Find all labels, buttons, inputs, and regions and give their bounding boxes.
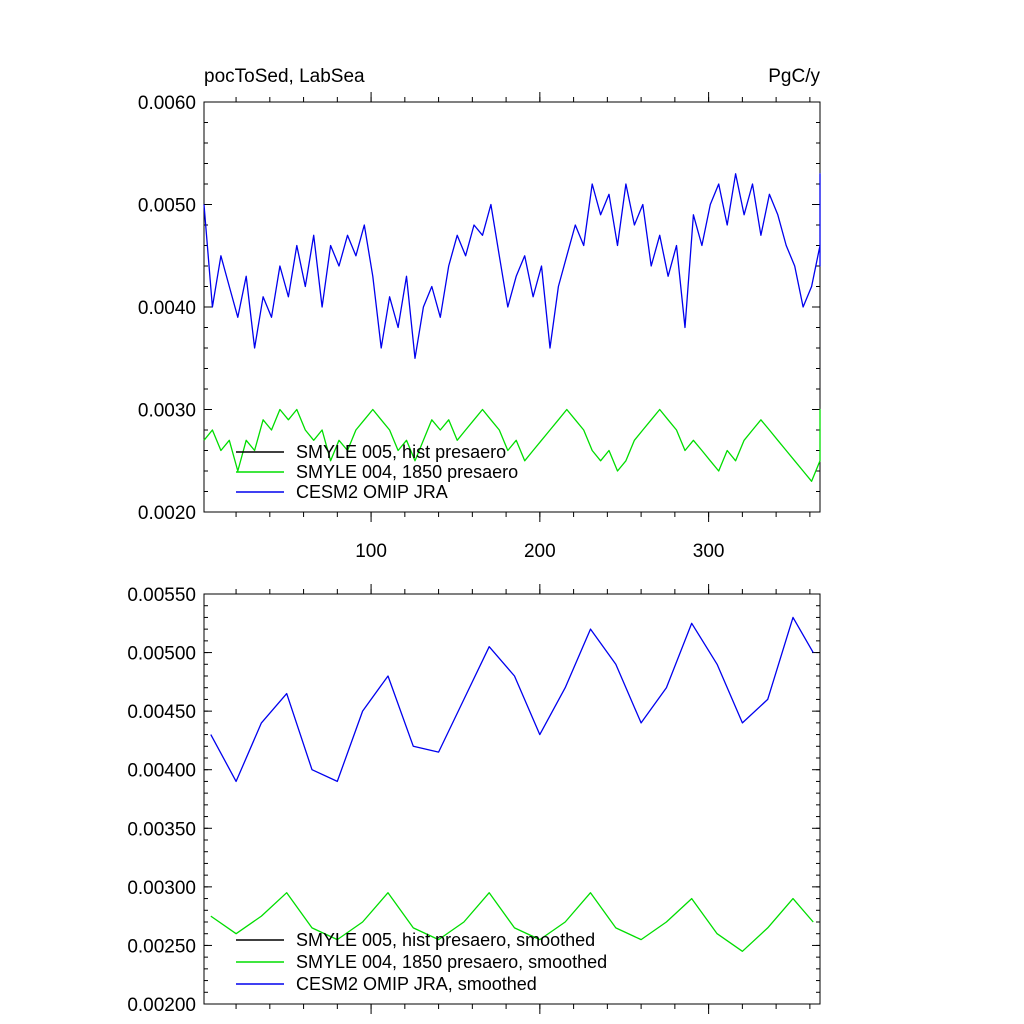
y-tick-label: 0.00450 (127, 702, 196, 723)
y-tick-label: 0.0050 (138, 196, 196, 217)
series-line-cesm2-omip-jra (203, 173, 821, 359)
plot-frame-bottom (203, 593, 821, 1005)
y-tick-label: 0.0020 (138, 503, 196, 524)
legend-label: SMYLE 005, hist presaero (296, 442, 506, 462)
units-label: PgC/y (768, 66, 820, 87)
x-tick-label: 100 (355, 541, 387, 562)
legend-label: SMYLE 004, 1850 presaero (296, 462, 518, 482)
bottom-panel: 0.00200 0.00250 0.00300 0.00350 0.00400 0.004… (127, 584, 821, 1016)
legend-label: CESM2 OMIP JRA, smoothed (296, 974, 537, 994)
chart-title: pocToSed, LabSea (204, 66, 365, 87)
y-tick-label: 0.00550 (127, 585, 196, 606)
y-tick-label: 0.00200 (127, 995, 196, 1016)
legend-label: SMYLE 004, 1850 presaero, smoothed (296, 952, 607, 972)
series-line-smyle-004-1850-presaero (203, 408, 821, 482)
series-group-top (203, 173, 821, 482)
series-line-smyle-004-1850-presaero-smoothed (210, 892, 814, 952)
y-tick-label: 0.00500 (127, 644, 196, 665)
y-tick-label: 0.0040 (138, 298, 196, 319)
y-tick-label: 0.0030 (138, 401, 196, 422)
axis-ticks-top: 0.0020 0.0030 0.0040 0.0050 0.0060 100 200 300 (138, 92, 820, 562)
y-tick-label: 0.00250 (127, 936, 196, 957)
legend-label: CESM2 OMIP JRA (296, 482, 448, 502)
series-group-bottom (210, 616, 814, 952)
x-tick-label: 200 (524, 541, 556, 562)
top-panel: pocToSed, LabSea PgC/y 0.0020 0.0030 0.004… (138, 66, 821, 562)
y-tick-label: 0.00400 (127, 761, 196, 782)
y-tick-label: 0.00300 (127, 878, 196, 899)
axis-ticks-bottom: 0.00200 0.00250 0.00300 0.00350 0.00400 0.004… (127, 584, 820, 1016)
legend-label: SMYLE 005, hist presaero, smoothed (296, 930, 595, 950)
x-tick-label: 300 (693, 541, 725, 562)
series-line-cesm2-omip-jra-smoothed (210, 616, 814, 783)
y-tick-label: 0.00350 (127, 819, 196, 840)
legend-bottom: SMYLE 005, hist presaero, smoothedSMYLE … (236, 930, 607, 994)
y-tick-label: 0.0060 (138, 93, 196, 114)
